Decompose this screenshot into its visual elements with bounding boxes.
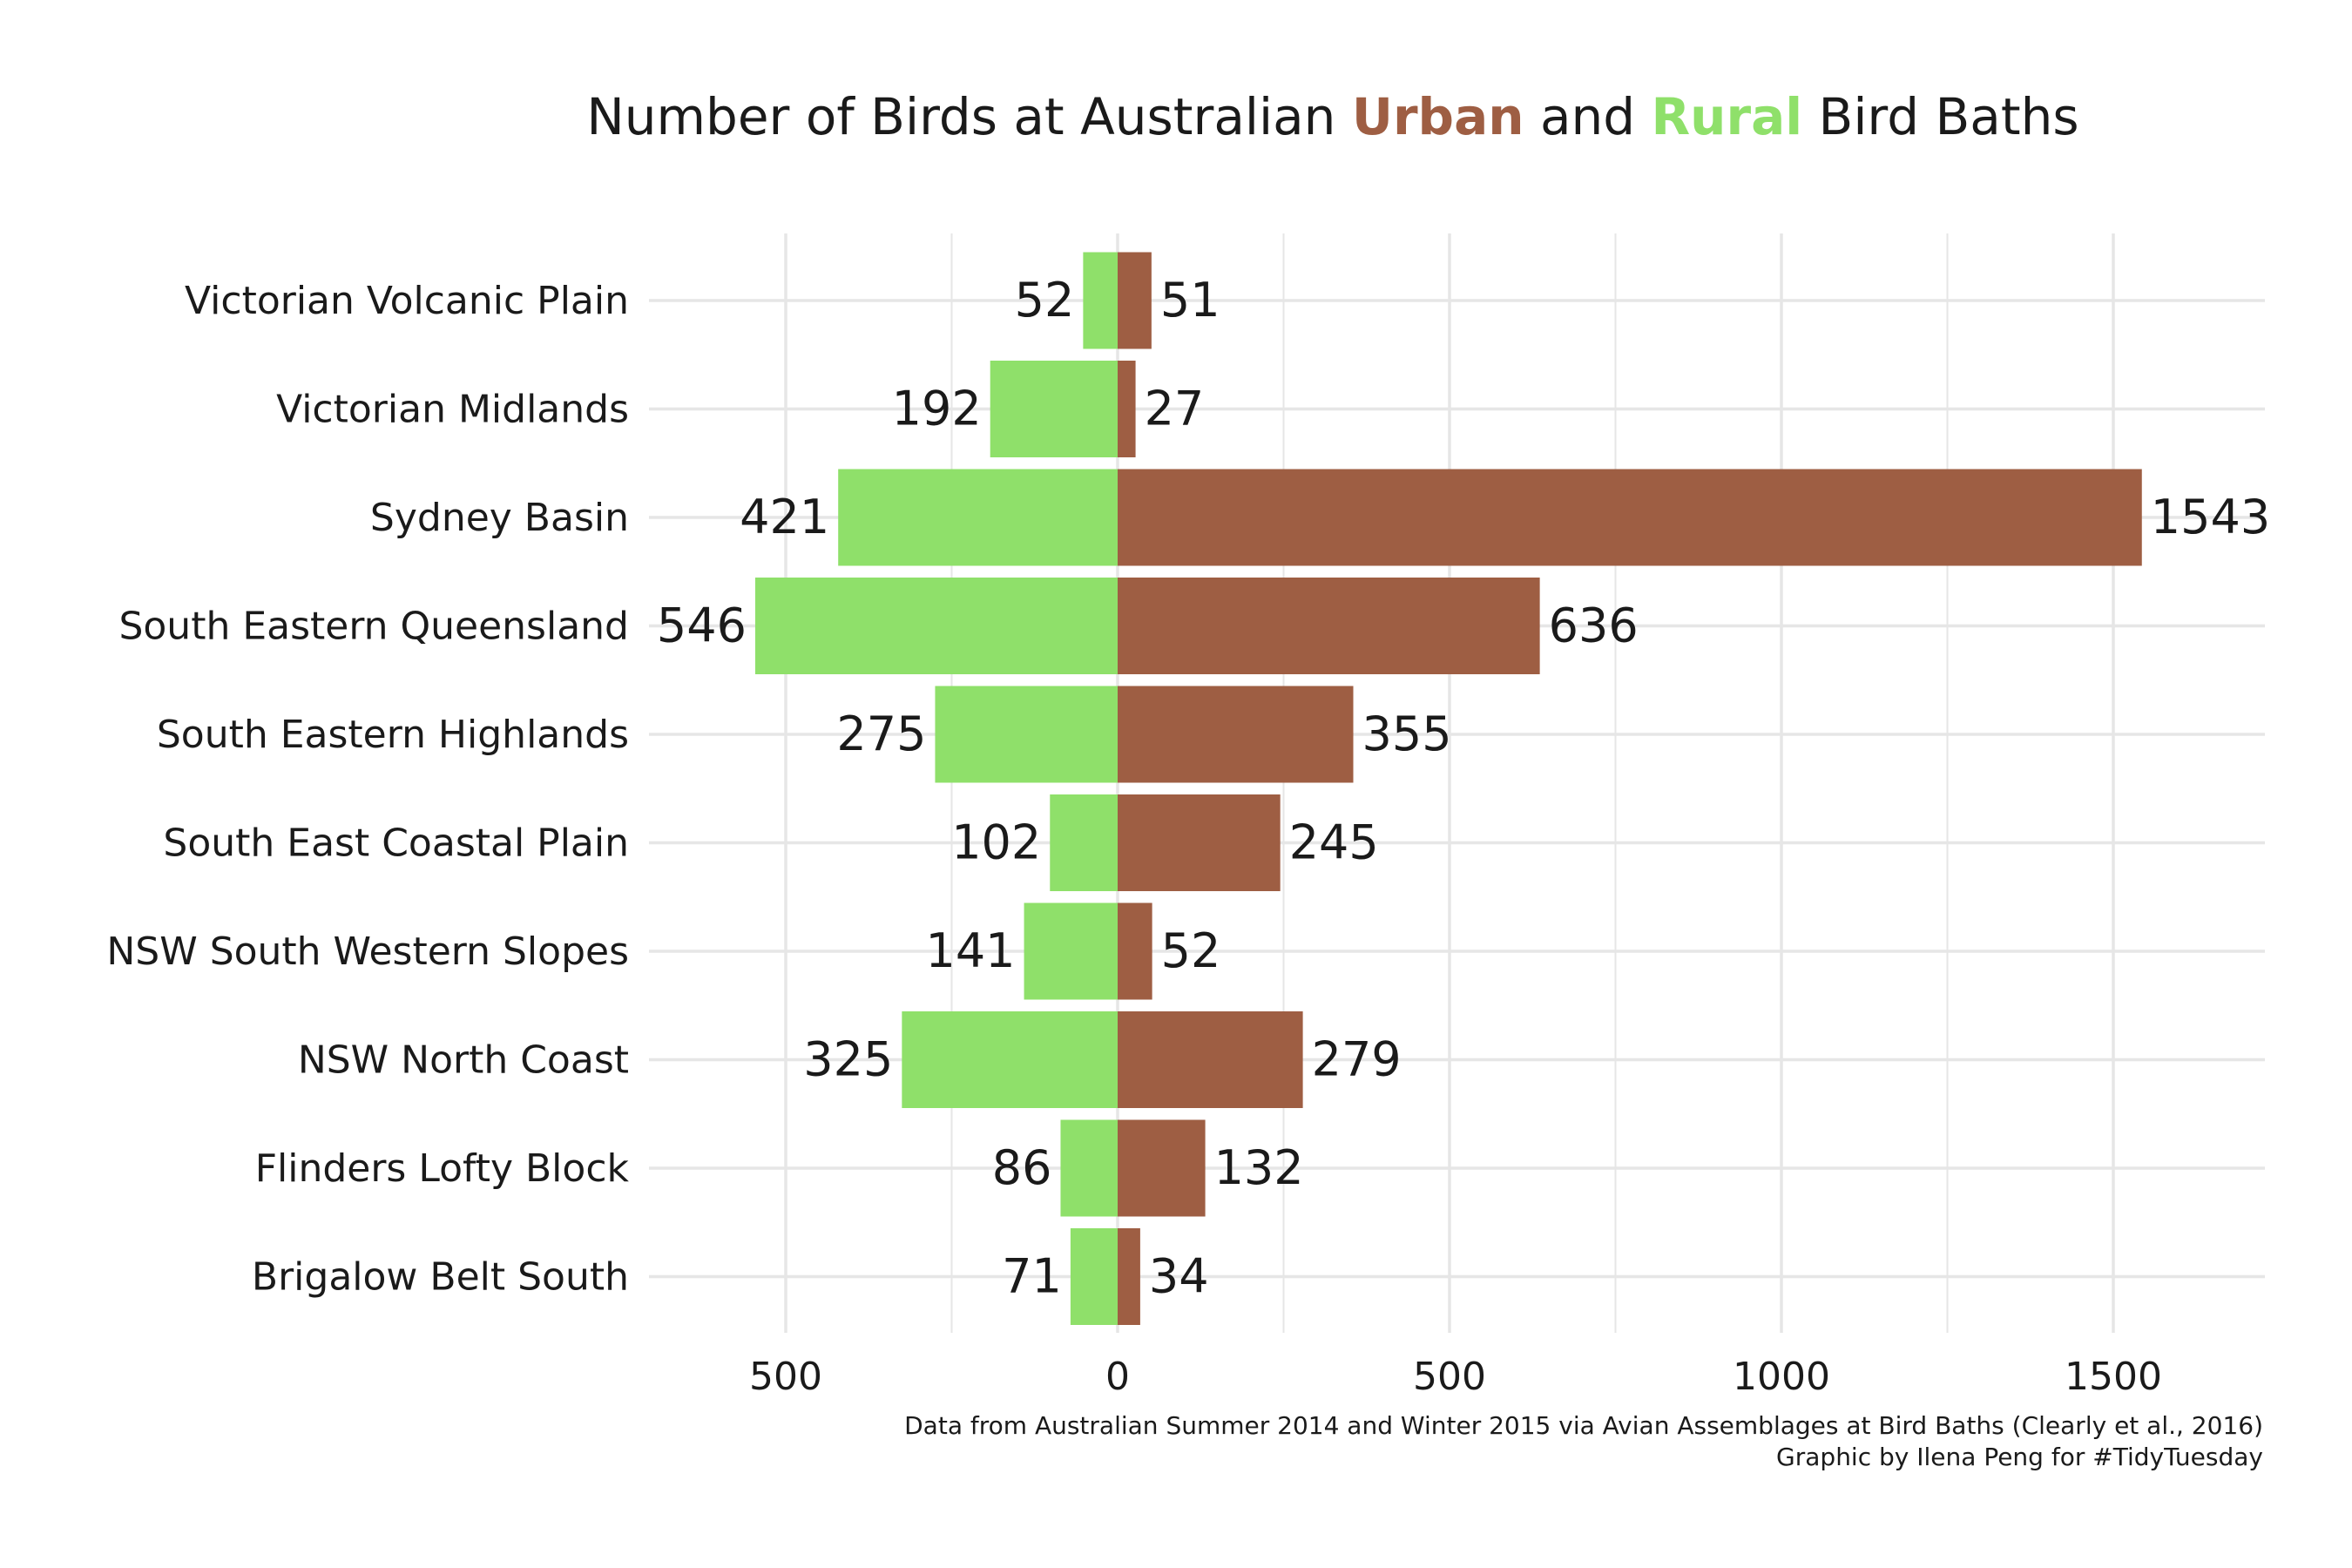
rural-bar <box>1050 794 1118 891</box>
urban-bar <box>1118 902 1152 1000</box>
urban-bar <box>1118 686 1354 783</box>
urban-bar <box>1118 794 1281 891</box>
x-tick-label: 0 <box>1105 1355 1130 1399</box>
title-rural-word: Rural <box>1651 87 1803 146</box>
caption-source: Data from Australian Summer 2014 and Win… <box>904 1411 2263 1440</box>
urban-value-label: 52 <box>1161 923 1221 978</box>
rural-bar <box>990 361 1118 457</box>
urban-value-label: 636 <box>1549 598 1639 653</box>
rural-bar <box>902 1011 1118 1108</box>
rural-value-label: 71 <box>1002 1249 1062 1304</box>
rural-value-label: 102 <box>951 815 1041 870</box>
rural-value-label: 52 <box>1015 273 1075 328</box>
rural-bar <box>1060 1119 1118 1217</box>
chart-title: Number of Birds at Australian Urban and … <box>0 87 2352 146</box>
rural-value-label: 192 <box>892 382 982 436</box>
urban-bar <box>1118 578 1540 674</box>
rural-value-label: 275 <box>836 706 926 761</box>
urban-bar <box>1118 469 2142 566</box>
urban-value-label: 34 <box>1149 1249 1209 1304</box>
category-label: Sydney Basin <box>370 496 629 540</box>
urban-bar <box>1118 1011 1303 1108</box>
title-middle: and <box>1524 87 1652 146</box>
category-label: Flinders Lofty Block <box>255 1146 630 1191</box>
category-label: Victorian Midlands <box>276 388 629 432</box>
urban-value-label: 279 <box>1312 1032 1402 1087</box>
rural-value-label: 325 <box>803 1032 893 1087</box>
urban-value-label: 245 <box>1289 815 1379 870</box>
x-tick-label: 500 <box>1413 1355 1486 1399</box>
title-urban-word: Urban <box>1351 87 1524 146</box>
rural-bar <box>1083 252 1118 349</box>
rural-value-label: 141 <box>925 923 1015 978</box>
urban-bar <box>1118 252 1152 349</box>
title-prefix: Number of Birds at Australian <box>586 87 1352 146</box>
x-tick-label: 1000 <box>1733 1355 1830 1399</box>
rural-value-label: 86 <box>992 1140 1052 1195</box>
rural-bar <box>935 686 1118 783</box>
urban-bar <box>1118 1119 1206 1217</box>
urban-value-label: 27 <box>1145 382 1205 436</box>
rural-bar <box>838 469 1118 566</box>
rural-value-label: 421 <box>740 490 829 544</box>
urban-value-label: 355 <box>1362 706 1452 761</box>
urban-value-label: 132 <box>1214 1140 1304 1195</box>
rural-bar <box>1070 1228 1118 1325</box>
rural-value-label: 546 <box>657 598 747 653</box>
category-label: Victorian Volcanic Plain <box>185 279 629 323</box>
x-tick-label: 500 <box>749 1355 822 1399</box>
x-tick-label: 1500 <box>2065 1355 2162 1399</box>
urban-bar <box>1118 1228 1140 1325</box>
urban-value-label: 51 <box>1160 273 1220 328</box>
rural-bar <box>754 578 1118 674</box>
rural-bar <box>1024 902 1118 1000</box>
category-label: South Eastern Queensland <box>118 605 629 649</box>
category-label: NSW South Western Slopes <box>106 929 629 974</box>
title-suffix: Bird Baths <box>1802 87 2079 146</box>
urban-value-label: 1543 <box>2151 490 2270 544</box>
category-label: Brigalow Belt South <box>252 1255 629 1300</box>
category-label: South Eastern Highlands <box>157 713 629 757</box>
category-label: South East Coastal Plain <box>163 821 629 866</box>
category-label: NSW North Coast <box>298 1038 629 1083</box>
urban-bar <box>1118 361 1136 457</box>
caption-credit: Graphic by Ilena Peng for #TidyTuesday <box>1776 1443 2263 1471</box>
